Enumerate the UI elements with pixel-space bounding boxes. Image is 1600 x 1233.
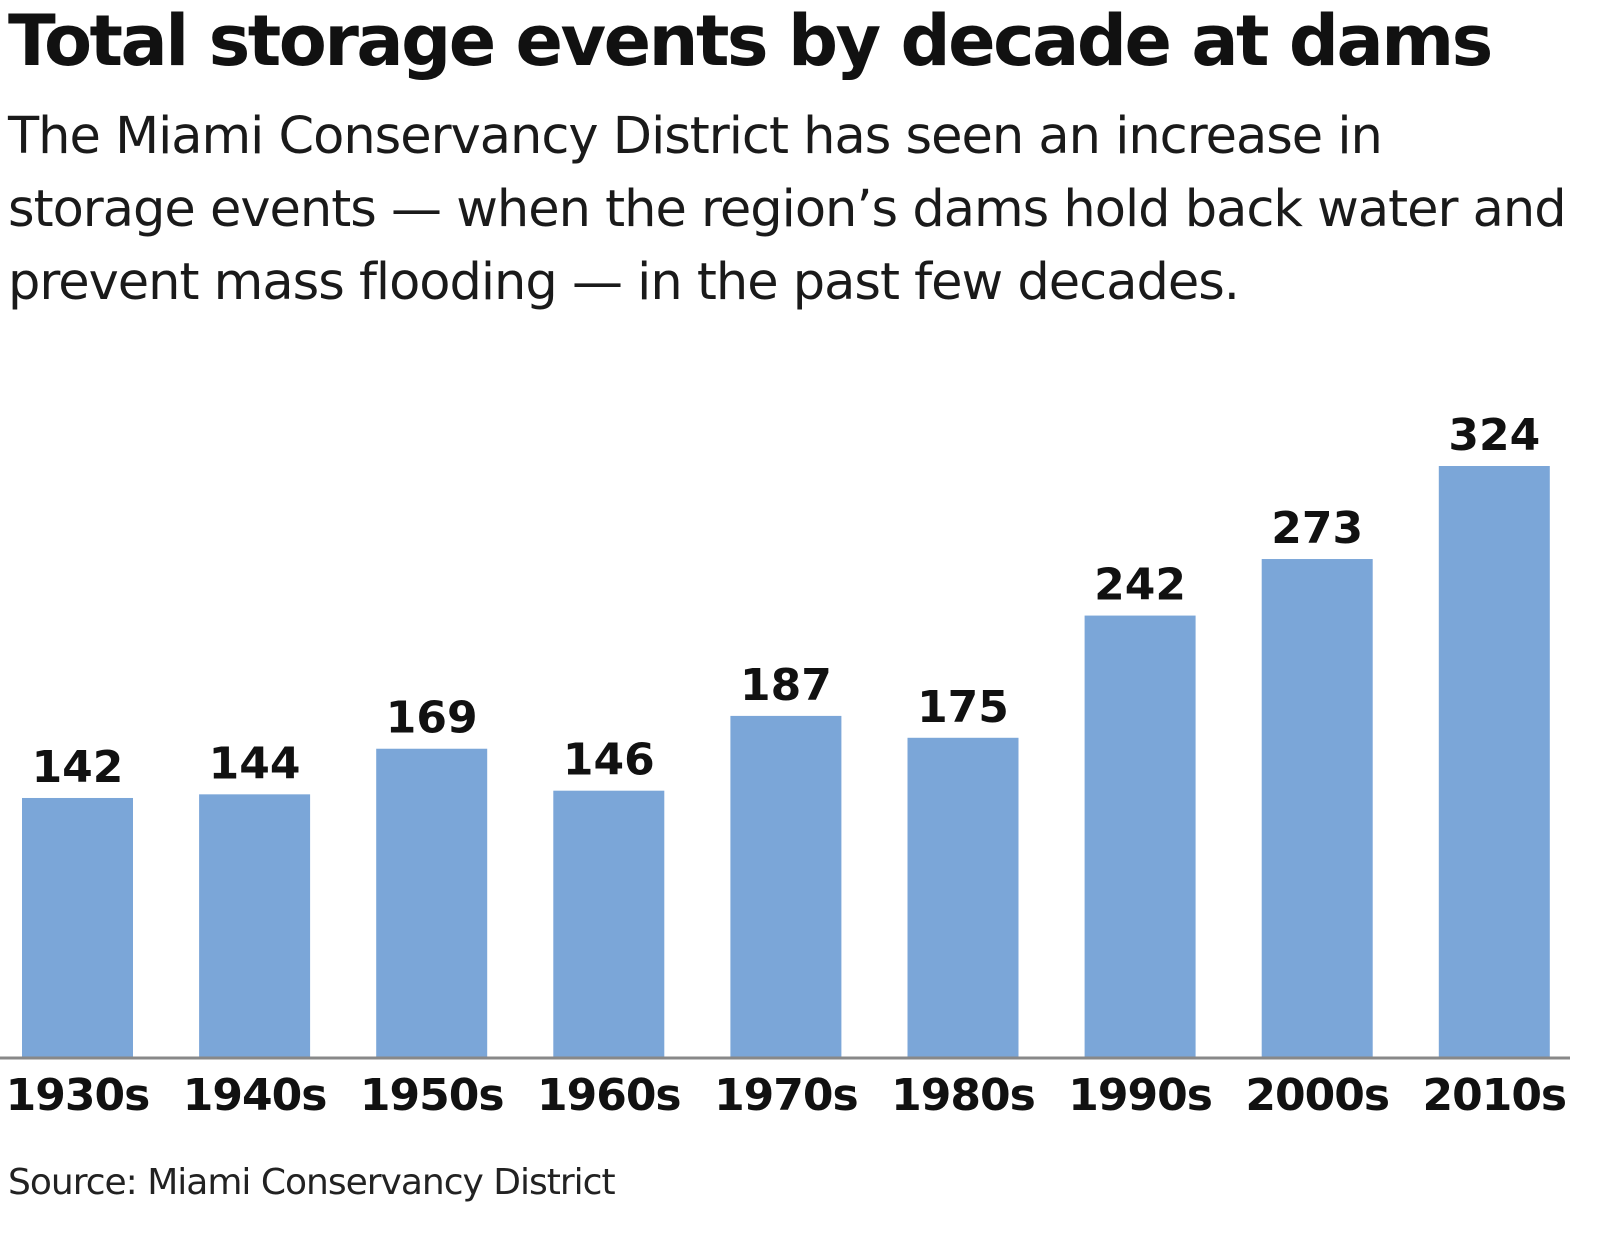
bar-2000s: [1261, 559, 1373, 1057]
data-label-1990s: 242: [1094, 560, 1186, 611]
data-label-1980s: 175: [917, 682, 1009, 733]
x-tick-label-1990s: 1990s: [1068, 1070, 1212, 1121]
chart-title: Total storage events by decade at dams: [8, 0, 1493, 82]
bars-group: 142 1930s 144 1940s 169 1950s 146 1960s 187 1970s…: [6, 410, 1567, 1121]
data-label-1970s: 187: [740, 660, 832, 711]
data-label-1950s: 169: [386, 693, 478, 744]
x-tick-label-2000s: 2000s: [1245, 1070, 1389, 1121]
bar-2010s: [1438, 466, 1550, 1057]
x-tick-label-1930s: 1930s: [6, 1070, 150, 1121]
data-label-1960s: 146: [563, 735, 655, 786]
x-tick-label-1950s: 1950s: [360, 1070, 504, 1121]
data-label-1930s: 142: [32, 742, 124, 793]
bar-1970s: [730, 715, 842, 1057]
bar-1930s: [22, 797, 133, 1057]
x-tick-label-1980s: 1980s: [891, 1070, 1035, 1121]
data-label-1940s: 144: [209, 738, 301, 789]
bar-1990s: [1084, 615, 1196, 1057]
bar-1980s: [907, 737, 1019, 1057]
data-label-2000s: 273: [1271, 503, 1363, 554]
source-note: Source: Miami Conservancy District: [8, 1162, 616, 1203]
x-tick-label-1970s: 1970s: [714, 1070, 858, 1121]
data-label-2010s: 324: [1448, 410, 1540, 461]
bar-1960s: [553, 790, 665, 1057]
x-tick-label-1960s: 1960s: [537, 1070, 681, 1121]
x-tick-label-1940s: 1940s: [183, 1070, 327, 1121]
bar-1940s: [199, 794, 311, 1057]
chart-subtitle: The Miami Conservancy District has seen …: [8, 107, 1567, 312]
x-tick-label-2010s: 2010s: [1422, 1070, 1566, 1121]
bar-1950s: [376, 748, 488, 1057]
